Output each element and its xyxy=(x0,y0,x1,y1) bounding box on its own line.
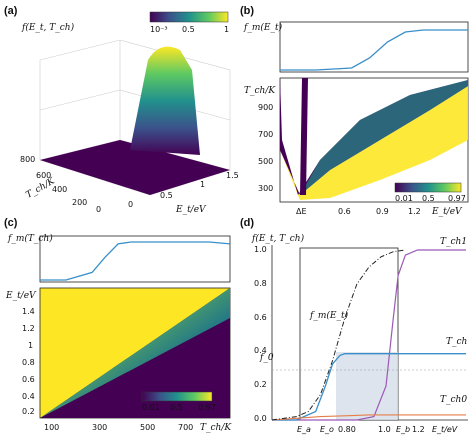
panel-a-label: (a) xyxy=(4,5,18,17)
panel-d-x-tick-3: 1.0 xyxy=(378,425,391,434)
panel-b-y-label: T_ch/K xyxy=(244,86,276,96)
panel-a-et-tick-3: 1.5 xyxy=(226,171,239,180)
panel-d-y-tick-5: 0.0 xyxy=(254,414,267,423)
panel-a-surface-floor xyxy=(40,140,230,195)
panel-a-cb-tick-1: 0.5 xyxy=(182,25,195,34)
panel-b-label: (b) xyxy=(240,5,254,17)
panel-d-y-label: f(E_t, T_ch) xyxy=(251,233,305,244)
panel-c-y-tick-1: 1.2 xyxy=(22,324,35,333)
panel-b-heatmap-band-teal xyxy=(300,80,468,195)
panel-a-colorbar xyxy=(149,11,229,23)
panel-c-heatmap-band xyxy=(40,288,230,418)
panel-b-x-tick-2: 0.9 xyxy=(376,207,389,216)
panel-c-top-curve xyxy=(40,241,231,281)
panel-c-x-tick-2: 500 xyxy=(140,423,155,432)
panel-c-top-label: f_m(T_ch) xyxy=(7,233,53,244)
panel-b-x-tick-1: 0.6 xyxy=(338,207,351,216)
panel-d-y-tick-3: 0.4 xyxy=(254,346,267,355)
panel-b-cb-tick-0: 0.01 xyxy=(395,194,413,203)
panel-c-colorbar xyxy=(141,391,213,402)
panel-c-y-tick-4: 0.6 xyxy=(22,375,35,384)
panel-d-x-tick-6: E_t/eV xyxy=(432,425,458,434)
panel-b-x-tick-0: ΔE xyxy=(296,207,307,216)
panel-a-tch-tick-2: 400 xyxy=(52,185,67,194)
panel-d-label-tch: T_ch xyxy=(446,337,467,347)
panel-c-cb-tick-2: 0.97 xyxy=(198,403,216,412)
panel-d-curve-tch1 xyxy=(272,249,466,421)
panel-a-tch-tick-1: 600 xyxy=(36,171,51,180)
panel-d-y-tick-4: 0.2 xyxy=(254,380,267,389)
panel-c: (c) f_m(T_ch) 0.01 0.5 0.97 E_t/eV 1.4 1… xyxy=(4,217,232,433)
panel-d-shaded-area xyxy=(336,352,398,420)
panel-c-y-label: E_t/eV xyxy=(5,291,37,301)
panel-a-et-tick-0: 0 xyxy=(128,200,133,209)
panel-a-et-tick-1: 0.5 xyxy=(160,191,173,200)
panel-b-heatmap-band-yellow xyxy=(280,86,468,200)
panel-a-surface-peak xyxy=(130,46,200,155)
panel-b-x-tick-3: 1.2 xyxy=(408,207,421,216)
panel-c-top-frame xyxy=(39,235,231,283)
panel-d-y-tick-2: 0.6 xyxy=(254,313,267,322)
panel-a-et-tick-2: 1 xyxy=(200,180,205,189)
panel-d-x-tick-2: 0.80 xyxy=(338,425,356,434)
panel-d-x-tick-4: E_b xyxy=(396,425,410,434)
panel-b-top-label: f_m(E_t) xyxy=(243,22,283,33)
panel-b-top-frame xyxy=(279,21,469,73)
panel-c-y-tick-6: 0.2 xyxy=(22,407,35,416)
panel-d-curve-fm xyxy=(271,249,406,421)
panel-d-f0-label: f_0 xyxy=(259,353,274,363)
panel-d-label-fm: f_m(E_t) xyxy=(309,310,349,321)
panel-d-label-tch1: T_ch1 xyxy=(440,237,467,247)
panel-c-cb-tick-0: 0.01 xyxy=(142,403,160,412)
panel-c-x-tick-1: 300 xyxy=(92,423,107,432)
panel-a-cb-tick-0: 10⁻³ xyxy=(150,25,168,34)
panel-a-tch-tick-4: 0 xyxy=(96,205,101,214)
panel-d-x-tick-0: E_a xyxy=(297,425,311,434)
panel-a: (a) f(E_t, T_ch) 10⁻³ 0.5 1 800 600 400 … xyxy=(4,5,239,215)
panel-c-x-label: T_ch/K xyxy=(200,423,232,433)
panel-c-label: (c) xyxy=(4,217,18,229)
panel-b-cb-tick-2: 0.97 xyxy=(448,194,466,203)
panel-d-label-tch0: T_ch0 xyxy=(440,395,467,405)
panel-d-x-tick-1: E_o xyxy=(320,425,334,434)
panel-b-y-tick-0: 900 xyxy=(258,103,273,112)
panel-a-zlabel: f(E_t, T_ch) xyxy=(21,22,75,33)
panel-a-et-label: E_t/eV xyxy=(175,205,207,215)
panel-d-curves xyxy=(271,249,466,421)
panel-d-y-tick-0: 1.0 xyxy=(254,245,267,254)
panel-c-y-tick-5: 0.4 xyxy=(22,392,35,401)
panel-c-x-tick-0: 100 xyxy=(44,423,59,432)
panel-c-y-tick-3: 0.8 xyxy=(22,358,35,367)
panel-b-y-tick-3: 300 xyxy=(258,184,273,193)
panel-b-heatmap-spike xyxy=(300,77,308,196)
panel-b-cb-tick-1: 0.5 xyxy=(422,194,435,203)
panel-a-cb-tick-2: 1 xyxy=(224,25,229,34)
panel-b: (b) f_m(E_t) 0.01 0.5 0.97 T_ch/K 900 70… xyxy=(240,5,469,217)
panel-d-y-tick-1: 0.8 xyxy=(254,279,267,288)
panel-c-cb-tick-1: 0.5 xyxy=(170,403,183,412)
panel-d-x-tick-5: 1.2 xyxy=(412,425,425,434)
panel-b-x-label: E_t/eV xyxy=(431,207,463,217)
panel-c-x-tick-3: 700 xyxy=(178,423,193,432)
panel-b-y-tick-2: 500 xyxy=(258,157,273,166)
panel-d-curve-tch xyxy=(272,353,466,421)
panel-b-colorbar xyxy=(394,182,462,193)
panel-d-label: (d) xyxy=(240,217,254,229)
panel-a-tch-tick-0: 800 xyxy=(20,155,35,164)
panel-b-y-tick-1: 700 xyxy=(258,130,273,139)
panel-a-tch-tick-3: 200 xyxy=(72,198,87,207)
panel-c-y-tick-0: 1.4 xyxy=(22,307,35,316)
panel-d-curve-tch0 xyxy=(271,414,466,421)
panel-b-top-curve xyxy=(280,29,468,71)
panel-c-y-tick-2: 1 xyxy=(28,341,33,350)
panel-d: (d) f(E_t, T_ch) f_0 1.0 0.8 0.6 0.4 0.2… xyxy=(240,217,468,434)
